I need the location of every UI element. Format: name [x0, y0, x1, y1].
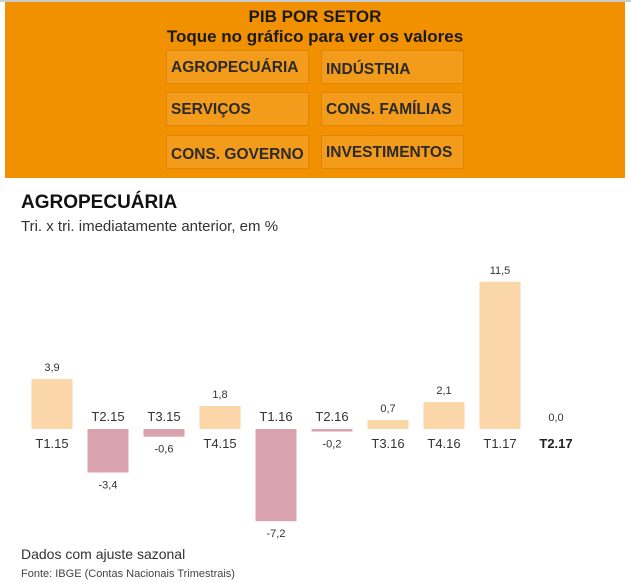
category-label: T3.15 — [147, 409, 180, 424]
chart-subtitle: Tri. x tri. imediatamente anterior, em % — [21, 218, 279, 235]
value-label: 3,9 — [44, 362, 59, 374]
category-label: T1.17 — [483, 436, 516, 451]
bar-T1.16[interactable] — [255, 429, 297, 522]
bar-chart[interactable]: T1.15 3,9 T2.15 -3,4 T3.15 -0,6 T4.15 1,8 T1.16 -… — [0, 250, 631, 540]
bar-T1.17[interactable] — [479, 281, 521, 429]
top-border — [0, 0, 631, 2]
sector-button-cons-familias[interactable]: CONS. FAMÍLIAS — [321, 92, 464, 126]
bar-T2.15[interactable] — [87, 429, 129, 473]
bar-T3.16[interactable] — [367, 420, 409, 429]
category-label: T2.17 — [539, 436, 572, 451]
chart-title: AGROPECUÁRIA — [21, 192, 178, 213]
sector-button-industria[interactable]: INDÚSTRIA — [321, 50, 464, 84]
source-note: Fonte: IBGE (Contas Nacionais Trimestrai… — [21, 568, 235, 580]
panel-title: PIB POR SETOR — [248, 7, 382, 26]
value-label: -0,6 — [155, 444, 174, 456]
sector-button-cons-governo[interactable]: CONS. GOVERNO — [166, 135, 309, 169]
value-label: 2,1 — [436, 385, 451, 397]
value-label: -7,2 — [267, 528, 286, 540]
sector-button-agropecuaria[interactable]: AGROPECUÁRIA — [166, 50, 309, 84]
category-label: T1.16 — [259, 409, 292, 424]
category-label: T1.15 — [35, 436, 68, 451]
panel-subtitle: Toque no gráfico para ver os valores — [166, 27, 464, 46]
sector-selector-panel: PIB POR SETOR Toque no gráfico para ver … — [5, 2, 625, 178]
value-label: -0,2 — [323, 439, 342, 451]
sector-button-servicos[interactable]: SERVIÇOS — [166, 92, 309, 126]
category-label: T2.16 — [315, 409, 348, 424]
category-label: T2.15 — [91, 409, 124, 424]
value-label: 11,5 — [490, 265, 511, 277]
sector-button-investimentos[interactable]: INVESTIMENTOS — [321, 135, 464, 169]
category-label: T3.16 — [371, 436, 404, 451]
value-label: 0,0 — [548, 412, 563, 424]
bar-T2.16[interactable] — [311, 429, 353, 432]
category-label: T4.16 — [427, 436, 460, 451]
category-label: T4.15 — [203, 436, 236, 451]
bar-T4.15[interactable] — [199, 405, 241, 429]
value-label: 1,8 — [212, 389, 227, 401]
value-label: 0,7 — [380, 403, 395, 415]
bar-T4.16[interactable] — [423, 402, 465, 429]
bar-T1.15[interactable] — [31, 379, 73, 429]
bar-T3.15[interactable] — [143, 429, 185, 437]
value-label: -3,4 — [99, 480, 118, 492]
footnote: Dados com ajuste sazonal — [21, 546, 186, 562]
